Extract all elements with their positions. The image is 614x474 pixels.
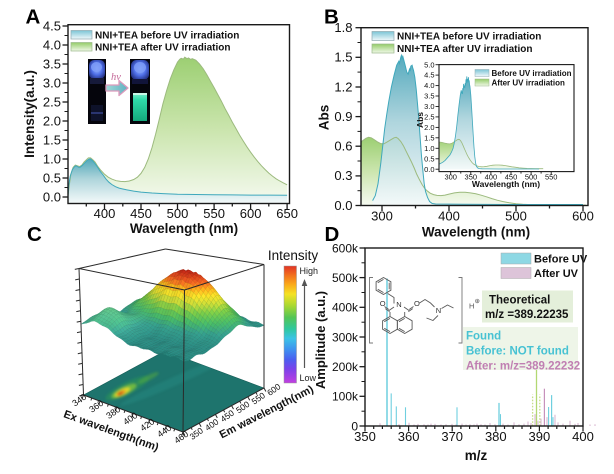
svg-text:200k: 200k	[332, 360, 359, 374]
svg-text:m/z: m/z	[465, 448, 488, 463]
svg-text:600: 600	[572, 209, 594, 224]
svg-text:0.0: 0.0	[334, 198, 352, 213]
svg-text:0.5: 0.5	[43, 170, 61, 185]
svg-text:Intensity: Intensity	[268, 248, 319, 263]
svg-text:Abs: Abs	[317, 105, 332, 131]
svg-text:380: 380	[485, 429, 507, 444]
svg-text:2.5: 2.5	[424, 113, 434, 122]
svg-text:300k: 300k	[332, 330, 359, 344]
svg-text:300: 300	[444, 173, 457, 182]
svg-text:400: 400	[438, 209, 460, 224]
svg-text:Wavelength (nm): Wavelength (nm)	[472, 179, 540, 189]
svg-text:After UV irradiation: After UV irradiation	[492, 78, 565, 87]
svg-text:H: H	[469, 302, 474, 311]
svg-text:High: High	[300, 266, 319, 276]
svg-text:0.9: 0.9	[334, 109, 352, 124]
svg-text:C: C	[27, 223, 42, 246]
svg-text:1.0: 1.0	[43, 151, 61, 166]
svg-text:B: B	[324, 6, 339, 29]
svg-text:Before: NOT found: Before: NOT found	[466, 346, 569, 358]
svg-text:450: 450	[130, 206, 152, 221]
svg-text:4.0: 4.0	[424, 81, 434, 90]
svg-text:500: 500	[505, 209, 527, 224]
svg-text:1.5: 1.5	[43, 132, 61, 147]
svg-text:Wavelength (nm): Wavelength (nm)	[422, 225, 530, 240]
svg-text:3.5: 3.5	[424, 92, 434, 101]
svg-text:1.2: 1.2	[334, 79, 352, 94]
svg-text:450: 450	[505, 173, 518, 182]
svg-text:0: 0	[351, 419, 358, 433]
svg-text:500: 500	[167, 206, 189, 221]
svg-text:hν: hν	[111, 72, 121, 83]
svg-text:0.0: 0.0	[43, 189, 61, 204]
svg-text:4.0: 4.0	[43, 37, 61, 52]
svg-text:550: 550	[545, 173, 558, 182]
svg-text:600: 600	[240, 206, 262, 221]
svg-text:650: 650	[276, 206, 298, 221]
svg-text:2.0: 2.0	[424, 123, 434, 132]
svg-text:Abs: Abs	[415, 112, 425, 128]
svg-text:N: N	[396, 300, 401, 309]
svg-text:550: 550	[203, 206, 225, 221]
svg-text:Wavelength (nm): Wavelength (nm)	[130, 221, 238, 236]
svg-text:After UV: After UV	[534, 268, 579, 280]
svg-text:Theoretical: Theoretical	[489, 295, 550, 307]
svg-text:0.6: 0.6	[334, 139, 352, 154]
svg-text:4.5: 4.5	[43, 18, 61, 33]
svg-text:Found: Found	[466, 331, 501, 343]
svg-text:400k: 400k	[332, 301, 359, 315]
svg-text:1.0: 1.0	[424, 144, 434, 153]
svg-text:NNI+TEA before UV irradiation: NNI+TEA before UV irradiation	[95, 30, 239, 41]
svg-text:3.0: 3.0	[424, 102, 434, 111]
svg-text:m/z =389.22235: m/z =389.22235	[485, 309, 569, 321]
svg-text:Low: Low	[300, 373, 317, 383]
svg-text:NNI+TEA before UV irradiation: NNI+TEA before UV irradiation	[397, 32, 541, 43]
svg-text:0.5: 0.5	[424, 154, 434, 163]
svg-text:350: 350	[465, 173, 478, 182]
svg-text:A: A	[26, 6, 41, 29]
svg-text:Before UV irradiation: Before UV irradiation	[492, 69, 572, 78]
svg-text:3.5: 3.5	[43, 56, 61, 71]
svg-text:500: 500	[525, 173, 538, 182]
svg-text:N: N	[436, 306, 441, 315]
svg-text:1.5: 1.5	[334, 50, 352, 65]
svg-text:2.5: 2.5	[43, 94, 61, 109]
svg-text:0.3: 0.3	[334, 168, 352, 183]
svg-text:O: O	[414, 299, 420, 308]
svg-text:400: 400	[485, 173, 498, 182]
svg-text:Intensity(a.u.): Intensity(a.u.)	[22, 70, 37, 158]
svg-text:4.5: 4.5	[424, 71, 434, 80]
svg-text:300: 300	[371, 209, 393, 224]
svg-text:350: 350	[354, 429, 376, 444]
svg-text:400: 400	[572, 429, 594, 444]
svg-text:1.8: 1.8	[334, 20, 352, 35]
svg-text:NNI+TEA after UV irradiation: NNI+TEA after UV irradiation	[95, 42, 231, 53]
svg-text:390: 390	[529, 429, 551, 444]
svg-text:NNI+TEA after UV irradiation: NNI+TEA after UV irradiation	[397, 44, 533, 55]
svg-text:400: 400	[94, 206, 116, 221]
svg-text:500k: 500k	[332, 271, 359, 285]
svg-text:Amplitude (a.u.): Amplitude (a.u.)	[313, 291, 328, 389]
svg-text:O: O	[380, 299, 386, 308]
svg-text:0.0: 0.0	[424, 165, 434, 174]
svg-text:Before UV: Before UV	[534, 254, 588, 266]
svg-text:370: 370	[441, 429, 463, 444]
svg-text:3.0: 3.0	[43, 75, 61, 90]
svg-text:1.5: 1.5	[424, 133, 434, 142]
svg-text:⊕: ⊕	[475, 298, 481, 305]
svg-text:600k: 600k	[332, 241, 359, 255]
svg-text:After: m/z=389.22232: After: m/z=389.22232	[466, 361, 580, 373]
svg-text:2.0: 2.0	[43, 113, 61, 128]
svg-text:100k: 100k	[332, 390, 359, 404]
svg-text:360: 360	[398, 429, 420, 444]
svg-text:D: D	[325, 223, 340, 246]
svg-text:5.0: 5.0	[424, 60, 434, 69]
